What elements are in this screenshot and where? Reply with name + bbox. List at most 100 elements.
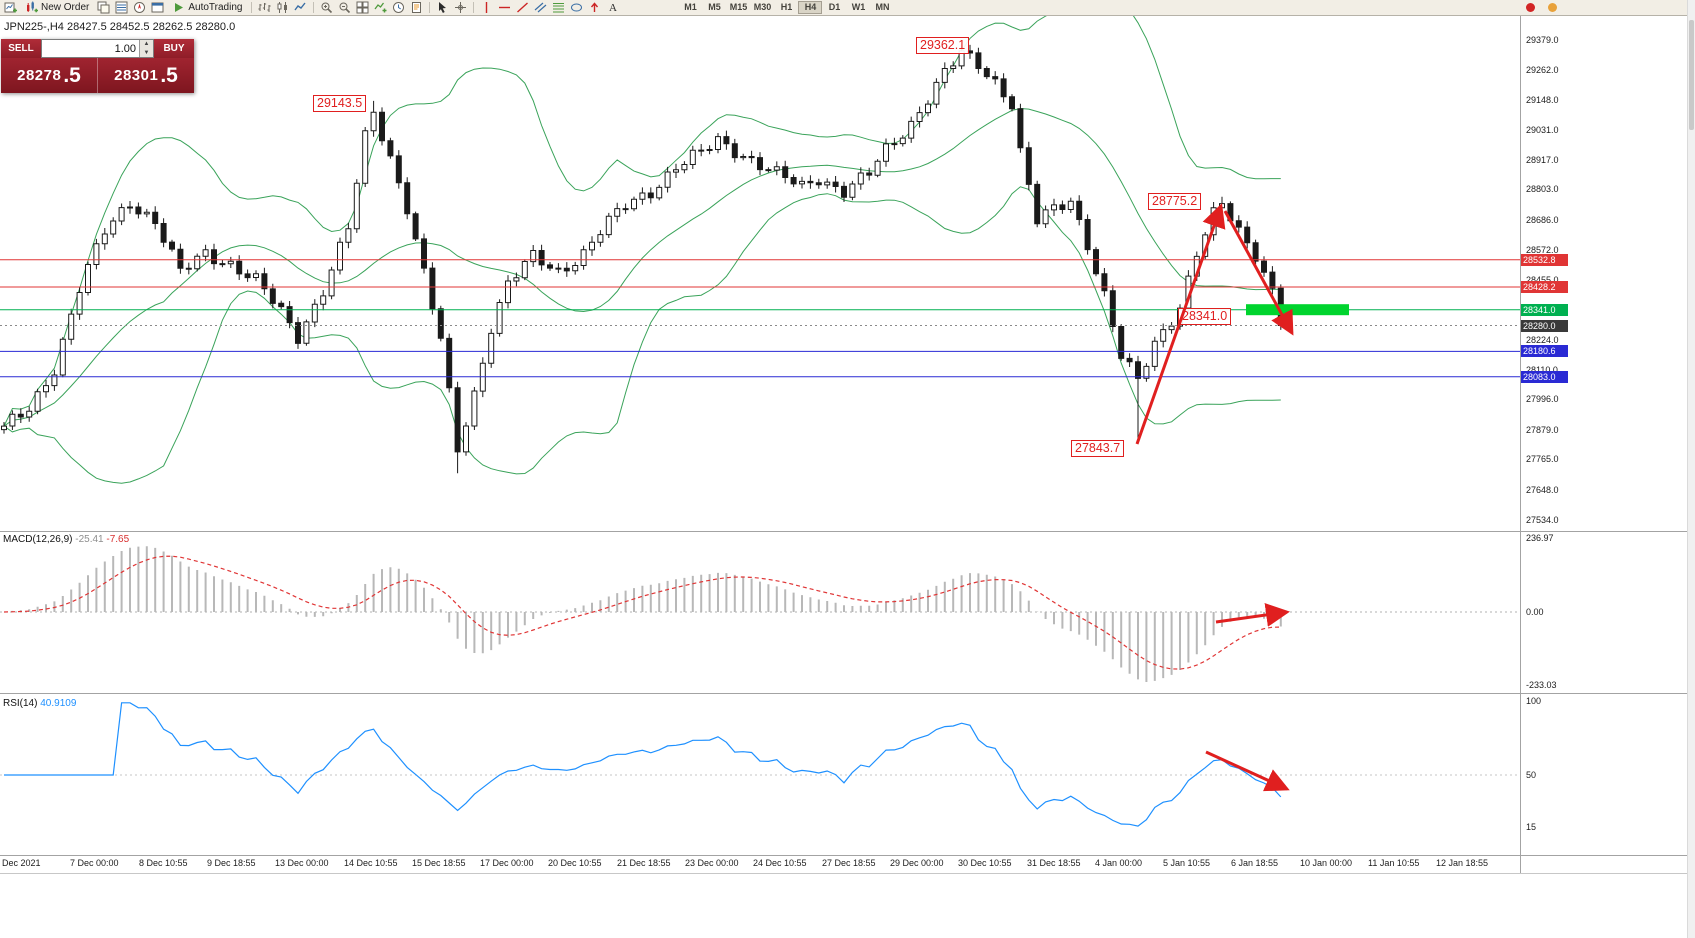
tile-windows-icon[interactable]: [354, 1, 371, 15]
buy-button[interactable]: BUY: [154, 39, 194, 58]
main-price-chart[interactable]: [0, 16, 1695, 531]
vertical-scrollbar[interactable]: [1687, 0, 1695, 938]
cursor-icon[interactable]: [434, 1, 451, 15]
price-axis-tick: 28110.0: [1526, 365, 1558, 375]
sell-price-display[interactable]: 28278 .5: [1, 58, 97, 93]
bollinger-lower-band: [3, 186, 1281, 484]
macd-axis-label: 0.00: [1526, 607, 1544, 617]
time-axis-label: 13 Dec 00:00: [275, 858, 329, 868]
price-axis-tick: 28572.0: [1526, 245, 1559, 255]
price-annotation[interactable]: 29362.1: [916, 37, 970, 54]
price-axis-tick: 28224.0: [1526, 335, 1559, 345]
line-chart-icon[interactable]: [292, 1, 309, 15]
bottom-frame-line: [0, 873, 1687, 874]
autotrading-button-label: AutoTrading: [188, 2, 243, 13]
text-icon[interactable]: A: [604, 1, 621, 15]
time-axis-label: 21 Dec 18:55: [617, 858, 671, 868]
toolbar-separator: [429, 2, 431, 13]
macd-rsi-divider[interactable]: [0, 693, 1687, 694]
volume-input[interactable]: 1.00: [114, 42, 136, 55]
rsi-dates-divider: [0, 855, 1687, 856]
price-annotation[interactable]: 28775.2: [1148, 193, 1202, 210]
macd-signal-line: [3, 555, 1281, 670]
market-watch-icon[interactable]: [113, 1, 130, 15]
bollinger-upper-band: [3, 16, 1281, 427]
timeframe-button-d1[interactable]: D1: [828, 2, 841, 12]
timeframe-switcher: M1 M5 M15 M30 H1 H4 D1 W1 MN: [678, 1, 894, 14]
timeframe-button-h4[interactable]: H4: [798, 1, 823, 14]
new-chart-icon[interactable]: [2, 1, 19, 15]
symbol-ohlc-readout: JPN225-,H4 28427.5 28452.5 28262.5 28280…: [4, 21, 236, 33]
chart-macd-divider[interactable]: [0, 531, 1687, 532]
price-annotation[interactable]: 29143.5: [313, 95, 367, 112]
sell-price-fraction: .5: [63, 63, 81, 87]
horizontal-line-icon[interactable]: [496, 1, 513, 15]
rsi-indicator-panel[interactable]: [0, 695, 1695, 855]
timeframe-button-w1[interactable]: W1: [851, 2, 866, 12]
timeframe-button-m15[interactable]: M15: [729, 2, 748, 12]
volume-stepper: ▲ ▼: [139, 40, 153, 57]
alert-icon[interactable]: [1544, 1, 1561, 15]
play-icon: [172, 1, 185, 14]
timeframe-button-m5[interactable]: M5: [708, 2, 721, 12]
new-order-button[interactable]: New Order: [20, 1, 94, 15]
templates-icon[interactable]: [408, 1, 425, 15]
candlestick-chart-icon[interactable]: [274, 1, 291, 15]
timeframe-button-m30[interactable]: M30: [753, 2, 772, 12]
price-axis-tick: 28917.0: [1526, 155, 1559, 165]
sell-button[interactable]: SELL: [1, 39, 41, 58]
vertical-line-icon[interactable]: [478, 1, 495, 15]
record-icon[interactable]: [1522, 1, 1539, 15]
arrows-icon[interactable]: [586, 1, 603, 15]
autotrading-button[interactable]: AutoTrading: [167, 1, 247, 15]
terminal-icon[interactable]: [149, 1, 166, 15]
time-axis-label: 10 Jan 00:00: [1300, 858, 1353, 868]
buy-price-fraction: .5: [160, 63, 178, 87]
timeframe-button-m1[interactable]: M1: [684, 2, 697, 12]
price-annotation[interactable]: 27843.7: [1071, 440, 1125, 457]
volume-down-button[interactable]: ▼: [140, 48, 153, 57]
bar-chart-icon[interactable]: [256, 1, 273, 15]
scrollbar-thumb[interactable]: [1689, 20, 1694, 130]
navigator-icon[interactable]: [131, 1, 148, 15]
rsi-value: 40.9109: [40, 698, 77, 709]
toolbar-separator: [313, 2, 315, 13]
time-axis-label: 6 Jan 18:55: [1231, 858, 1279, 868]
price-axis-divider: [1520, 16, 1521, 873]
timeframe-button-mn[interactable]: MN: [875, 2, 890, 12]
time-axis-label: 29 Dec 00:00: [890, 858, 944, 868]
rsi-line: [4, 702, 1282, 827]
new-order-button-label: New Order: [41, 2, 90, 13]
timeframe-button-h1[interactable]: H1: [780, 2, 793, 12]
price-line-tag: 28341.0: [1521, 304, 1568, 316]
price-axis-tick: 29379.0: [1526, 35, 1559, 45]
channel-icon[interactable]: [532, 1, 549, 15]
macd-indicator-panel[interactable]: [0, 532, 1695, 692]
indicators-icon[interactable]: [372, 1, 389, 15]
time-axis-label: 9 Dec 18:55: [207, 858, 256, 868]
trendline-icon[interactable]: [514, 1, 531, 15]
buy-price-display[interactable]: 28301 .5: [97, 58, 194, 93]
time-axis-label: 11 Jan 10:55: [1368, 858, 1420, 868]
current-price-tag: 28280.0: [1521, 320, 1568, 332]
time-axis-label: 5 Jan 10:55: [1163, 858, 1211, 868]
shapes-icon[interactable]: [568, 1, 585, 15]
price-axis-tick: 28803.0: [1526, 184, 1559, 194]
highlight-zone[interactable]: [1246, 304, 1349, 316]
chart-profiles-icon[interactable]: [95, 1, 112, 15]
rsi-axis-label: 50: [1526, 770, 1537, 780]
fibonacci-icon[interactable]: [550, 1, 567, 15]
price-axis-tick: 29148.0: [1526, 95, 1559, 105]
price-annotation[interactable]: 28341.0: [1178, 308, 1232, 325]
macd-main-value: -25.41: [75, 534, 104, 545]
volume-up-button[interactable]: ▲: [140, 40, 153, 49]
zoom-in-icon[interactable]: [318, 1, 335, 15]
macd-axis-label: -233.03: [1526, 680, 1557, 690]
periods-icon[interactable]: [390, 1, 407, 15]
zoom-out-icon[interactable]: [336, 1, 353, 15]
time-axis-label: 30 Dec 10:55: [958, 858, 1012, 868]
price-axis-tick: 27534.0: [1526, 515, 1559, 525]
crosshair-icon[interactable]: [452, 1, 469, 15]
price-axis-tick: 27648.0: [1526, 485, 1559, 495]
